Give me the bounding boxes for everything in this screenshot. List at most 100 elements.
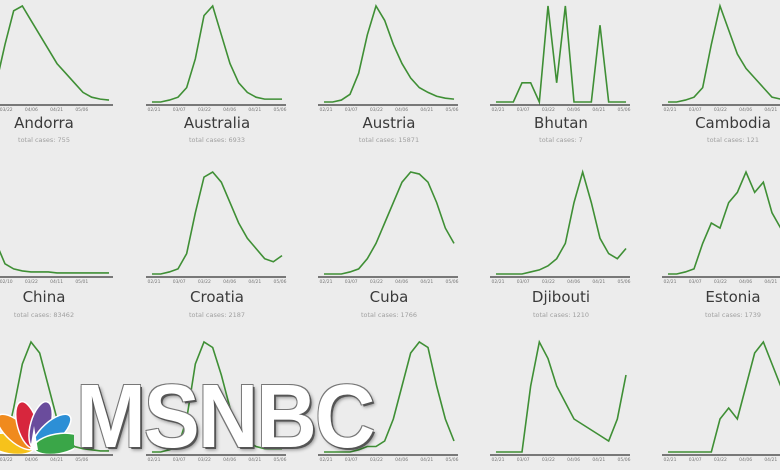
x-tick-label: 04/06 (567, 107, 580, 113)
country-name: China (22, 288, 66, 306)
total-cases-label: total cases: 1739 (704, 311, 762, 319)
x-tick-label: 04/21 (592, 457, 605, 463)
x-tick-label: 03/22 (714, 107, 727, 113)
x-tick-label: 04/21 (50, 107, 63, 113)
x-tick-label: 03/07 (173, 457, 186, 463)
x-tick-label: 04/06 (223, 279, 236, 285)
x-tick-label: 04/06 (25, 457, 38, 463)
x-tick-label: 03/22 (198, 279, 211, 285)
x-tick-label: 02/21 (148, 107, 161, 113)
line-chart: 02/21 03/07 03/22 04/06 04/21 (662, 169, 780, 285)
total-cases-label: total cases: 755 (18, 136, 70, 144)
x-tick-label: 03/22 (714, 457, 727, 463)
x-tick-label: 04/21 (420, 279, 433, 285)
x-tick-label: 02/21 (492, 457, 505, 463)
x-tick-label: 04/21 (592, 107, 605, 113)
x-tick-label: 03/07 (345, 107, 358, 113)
x-tick-label: 02/21 (492, 279, 505, 285)
line-chart: 02/21 03/07 03/22 04/06 04/21 05/06 (146, 4, 287, 113)
total-cases-label: total cases: 6933 (188, 136, 246, 144)
x-tick-label: 04/11 (50, 279, 63, 285)
x-tick-label: 04/21 (764, 279, 777, 285)
country-name: Bhutan (534, 114, 588, 132)
country-name: Cuba (369, 288, 409, 306)
x-tick-label: 02/10 (0, 279, 13, 285)
x-tick-label: 05/06 (618, 107, 631, 113)
peacock-icon (0, 400, 74, 454)
x-tick-label: 04/21 (420, 457, 433, 463)
x-tick-label: 02/21 (492, 107, 505, 113)
x-tick-label: 03/22 (198, 107, 211, 113)
x-tick-label: 04/06 (567, 279, 580, 285)
series-line (668, 3, 780, 103)
x-tick-label: 04/06 (223, 457, 236, 463)
x-tick-label: 03/07 (345, 279, 358, 285)
line-chart: 02/21 03/07 03/22 04/06 04/21 05/06 (490, 339, 631, 463)
x-tick-label: 05/06 (274, 457, 287, 463)
x-tick-label: 02/21 (320, 457, 333, 463)
x-tick-label: 02/21 (664, 279, 677, 285)
x-tick-label: 03/07 (173, 107, 186, 113)
x-tick-label: 03/22 (370, 279, 383, 285)
line-chart: 02/21 03/07 03/22 04/06 04/21 05/06 (318, 4, 459, 113)
x-tick-label: 04/21 (248, 279, 261, 285)
x-tick-label: 03/22 (370, 457, 383, 463)
series-line (324, 171, 455, 275)
x-tick-label: 03/07 (689, 279, 702, 285)
country-name: Austria (362, 114, 416, 132)
x-tick-label: 05/06 (446, 107, 459, 113)
x-tick-label: 02/21 (148, 457, 161, 463)
line-chart: 02/21 03/07 03/22 04/06 04/21 05/06 (318, 340, 459, 463)
x-tick-label: 04/06 (567, 457, 580, 463)
total-cases-label: total cases: 121 (707, 136, 759, 144)
x-tick-label: 02/21 (148, 279, 161, 285)
total-cases-label: total cases: 15871 (358, 136, 420, 144)
line-chart: 02/21 03/07 03/22 04/06 04/21 05/06 (146, 170, 287, 285)
x-tick-label: 05/06 (75, 107, 88, 113)
x-tick-label: 02/21 (664, 107, 677, 113)
x-tick-label: 03/22 (714, 279, 727, 285)
total-cases-label: total cases: 7 (539, 136, 583, 144)
country-name: Estonia (705, 288, 761, 306)
x-tick-label: 03/07 (689, 107, 702, 113)
x-tick-label: 03/22 (198, 457, 211, 463)
x-tick-label: 04/21 (592, 279, 605, 285)
x-tick-label: 05/06 (618, 457, 631, 463)
x-tick-label: 03/22 (542, 279, 555, 285)
x-tick-label: 03/22 (542, 457, 555, 463)
x-tick-label: 03/07 (517, 457, 530, 463)
x-tick-label: 05/06 (618, 279, 631, 285)
x-tick-label: 04/06 (739, 457, 752, 463)
x-tick-label: 03/22 (370, 107, 383, 113)
total-cases-label: total cases: 1766 (360, 311, 418, 319)
peacock-body (30, 426, 38, 450)
line-chart: 02/21 03/07 03/22 04/06 04/21 05/06 (490, 169, 631, 285)
line-chart: 02/21 03/07 03/22 04/06 04/21 05/06 (146, 340, 287, 463)
x-tick-label: 02/21 (320, 107, 333, 113)
x-tick-label: 04/06 (739, 279, 752, 285)
x-tick-label: 04/21 (420, 107, 433, 113)
total-cases-label: total cases: 1210 (532, 311, 590, 319)
series-line (0, 249, 109, 274)
x-tick-label: 04/06 (739, 107, 752, 113)
x-tick-label: 05/06 (274, 107, 287, 113)
x-tick-label: 04/06 (395, 107, 408, 113)
country-name: Andorra (14, 114, 74, 132)
x-tick-label: 04/06 (223, 107, 236, 113)
series-line (668, 169, 780, 275)
x-tick-label: 03/07 (689, 457, 702, 463)
series-line (324, 4, 455, 103)
country-name: Australia (183, 114, 251, 132)
series-line (496, 169, 627, 275)
line-chart: 02/21 03/07 03/22 04/06 04/21 (662, 340, 780, 463)
series-line (152, 170, 283, 275)
x-tick-label: 03/22 (542, 107, 555, 113)
x-tick-label: 05/06 (274, 279, 287, 285)
msnbc-wordmark: MSNBC (76, 367, 375, 467)
series-line (152, 340, 282, 453)
country-name: Croatia (190, 288, 244, 306)
x-tick-label: 03/07 (173, 279, 186, 285)
x-tick-label: 04/06 (395, 279, 408, 285)
x-tick-label: 05/06 (75, 457, 88, 463)
